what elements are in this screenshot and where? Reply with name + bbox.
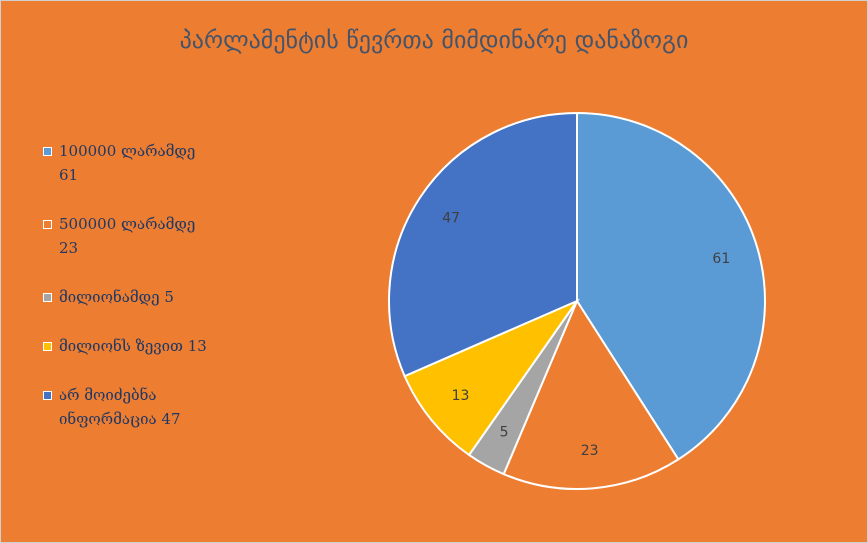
- chart-title: პარლამენტის წევრთა მიმდინარე დანაზოგი: [180, 26, 689, 54]
- legend-item: მილიონამდე 5: [43, 285, 218, 309]
- data-label: 5: [500, 425, 509, 441]
- legend-key: [43, 342, 52, 351]
- legend-key: [43, 147, 52, 156]
- legend-item: 500000 ლარამდე 23: [43, 212, 218, 260]
- pie-slice: [388, 111, 578, 378]
- legend-key: [43, 220, 52, 229]
- legend-label: მილიონამდე 5: [59, 288, 174, 306]
- legend-key: [43, 293, 52, 302]
- data-label: 61: [712, 251, 730, 267]
- pie-slice: [403, 298, 580, 457]
- legend-item: არ მოიძებნა ინფორმაცია 47: [43, 383, 218, 431]
- legend: 100000 ლარამდე 61 500000 ლარამდე 23 მილიონ…: [43, 139, 218, 456]
- legend-label: მილიონს ზევით 13: [59, 337, 207, 355]
- legend-key: [43, 391, 52, 400]
- legend-label: 500000 ლარამდე 23: [59, 215, 196, 257]
- data-label: 13: [452, 388, 470, 404]
- legend-item: 100000 ლარამდე 61: [43, 139, 218, 187]
- data-label: 23: [581, 443, 599, 459]
- pie-slice: [502, 298, 680, 490]
- legend-item: მილიონს ზევით 13: [43, 334, 218, 358]
- data-label: 47: [442, 211, 460, 227]
- legend-label: 100000 ლარამდე 61: [59, 142, 196, 184]
- legend-label: არ მოიძებნა ინფორმაცია 47: [59, 386, 181, 428]
